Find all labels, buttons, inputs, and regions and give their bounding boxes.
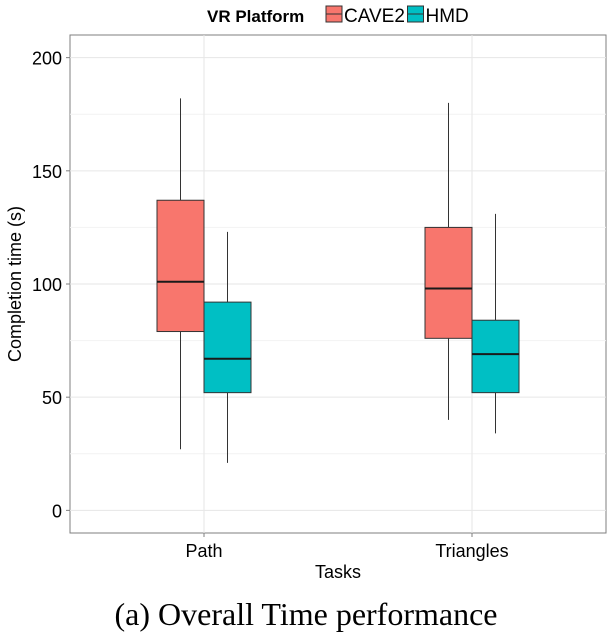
legend-label: CAVE2 <box>344 6 405 27</box>
legend-label: HMD <box>426 6 469 27</box>
figure-caption: (a) Overall Time performance <box>114 596 498 632</box>
y-tick-label: 150 <box>32 162 62 182</box>
legend: VR Platform CAVE2 HMD <box>207 5 469 27</box>
box-iqr <box>471 319 520 394</box>
y-tick-label: 100 <box>32 275 62 295</box>
y-axis-label: Completion time (s) <box>5 206 25 362</box>
legend-item-hmd: HMD <box>407 5 469 27</box>
box-iqr <box>424 226 473 339</box>
x-tick-label: Path <box>185 541 222 561</box>
x-axis-label: Tasks <box>315 562 361 582</box>
y-axis: 0 50 100 150 200 <box>32 49 70 521</box>
box-cave2-path <box>156 98 205 450</box>
boxplot-chart: VR Platform CAVE2 HMD 0 50 100 150 200 Path Tr… <box>5 5 607 582</box>
box-series <box>156 98 520 463</box>
box-iqr <box>203 301 252 394</box>
y-tick-label: 50 <box>42 388 62 408</box>
y-tick-label: 200 <box>32 49 62 69</box>
legend-title: VR Platform <box>207 7 304 26</box>
box-hmd-path <box>203 231 252 463</box>
x-tick-label: Triangles <box>435 541 508 561</box>
x-axis: Path Triangles <box>185 533 509 561</box>
box-iqr <box>156 199 205 333</box>
y-tick-label: 0 <box>52 501 62 521</box>
box-hmd-triangles <box>471 213 520 434</box>
box-cave2-triangles <box>424 102 473 420</box>
legend-item-cave2: CAVE2 <box>325 5 405 27</box>
